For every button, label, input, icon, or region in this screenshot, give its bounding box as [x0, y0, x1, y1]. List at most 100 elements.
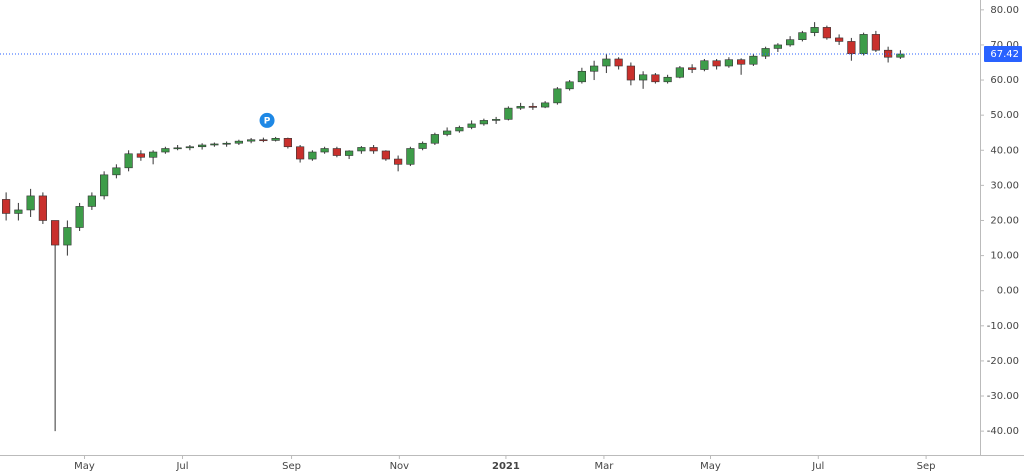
candle	[283, 137, 292, 149]
candle-body	[822, 27, 831, 39]
candle	[308, 150, 317, 161]
y-tick-label: 50.00	[990, 110, 1019, 121]
candle	[394, 155, 403, 172]
candle-body	[308, 151, 317, 160]
candle	[173, 144, 182, 151]
candle-body	[492, 119, 501, 121]
candle	[222, 141, 231, 147]
candle	[651, 73, 660, 84]
candle-body	[835, 37, 844, 42]
candle	[737, 58, 746, 75]
candle	[773, 43, 782, 52]
candle	[749, 53, 758, 67]
candle-body	[761, 48, 770, 57]
candle	[835, 34, 844, 45]
x-tick-label: Mar	[594, 461, 614, 472]
candle	[320, 146, 329, 154]
candle	[761, 46, 770, 59]
candle	[602, 53, 611, 74]
candle	[406, 146, 415, 167]
candle-body	[259, 139, 268, 142]
candle-body	[271, 138, 280, 141]
candle	[724, 57, 733, 68]
candle-body	[675, 67, 684, 78]
candle	[822, 25, 831, 40]
candle	[871, 30, 880, 52]
candle	[100, 171, 109, 200]
candle-body	[332, 148, 341, 156]
x-tick-label: Jul	[175, 461, 188, 472]
candle-body	[786, 39, 795, 46]
candle	[75, 202, 84, 232]
candle-body	[394, 158, 403, 165]
candle	[798, 30, 807, 42]
candle	[26, 188, 35, 217]
candle	[467, 120, 476, 130]
candle-body	[100, 174, 109, 197]
candle	[345, 150, 354, 160]
x-tick-label: Jul	[811, 461, 824, 472]
candle-body	[357, 147, 366, 152]
candle-body	[296, 146, 305, 160]
candle	[455, 125, 464, 133]
candle-body	[381, 150, 390, 160]
candle	[296, 144, 305, 163]
candle	[124, 150, 133, 172]
x-tick-label: Sep	[282, 461, 301, 472]
candle	[541, 101, 550, 109]
x-tick-label: May	[700, 461, 721, 472]
candle-body	[565, 81, 574, 90]
candle	[896, 50, 905, 59]
candle-body	[210, 143, 219, 146]
candle-body	[541, 102, 550, 108]
candle-body	[14, 209, 23, 214]
candle-body	[87, 195, 96, 207]
candle-body	[112, 167, 121, 176]
candle	[247, 137, 256, 144]
candle-body	[700, 60, 709, 70]
candle-body	[185, 146, 194, 149]
candle	[626, 62, 635, 86]
candle	[234, 139, 243, 145]
candle	[577, 67, 586, 84]
y-tick-label: 80.00	[990, 5, 1019, 16]
y-tick-label: -10.00	[987, 321, 1019, 332]
y-tick-label: 10.00	[990, 251, 1019, 262]
candle-body	[198, 144, 207, 148]
candle	[847, 37, 856, 61]
candle	[614, 57, 623, 70]
candle-body	[173, 147, 182, 150]
candle	[87, 192, 96, 210]
candle-body	[136, 153, 145, 158]
candle-body	[124, 153, 133, 169]
candle	[112, 164, 121, 179]
candle	[149, 150, 158, 165]
candle-body	[369, 147, 378, 152]
candle	[136, 150, 145, 161]
annotation-label: P	[264, 116, 271, 126]
candle-body	[345, 150, 354, 156]
candle	[63, 220, 72, 256]
x-tick-label: May	[74, 461, 95, 472]
candle	[528, 102, 537, 110]
last-price-label: 67.42	[990, 49, 1019, 60]
candle	[2, 192, 11, 221]
candle-body	[418, 142, 427, 149]
candle-body	[222, 142, 231, 145]
candle	[381, 150, 390, 161]
candle-body	[504, 107, 513, 120]
candle-body	[602, 58, 611, 67]
y-tick-label: -40.00	[987, 426, 1019, 437]
candle	[14, 202, 23, 221]
candle	[565, 80, 574, 91]
candle-body	[810, 27, 819, 33]
candle-body	[320, 148, 329, 153]
y-tick-label: 70.00	[990, 40, 1019, 51]
candle-body	[724, 59, 733, 67]
candle	[492, 116, 501, 124]
candle-body	[712, 60, 721, 67]
last-price-box	[984, 45, 1022, 62]
candle-body	[859, 34, 868, 55]
candle	[700, 58, 709, 72]
